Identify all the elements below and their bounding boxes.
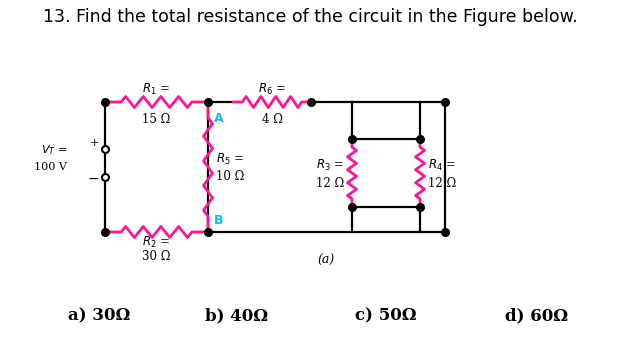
- Text: 100 V: 100 V: [34, 162, 67, 172]
- Text: a) 30Ω: a) 30Ω: [68, 307, 130, 324]
- Text: $R_2$ =: $R_2$ =: [142, 235, 171, 250]
- Text: 4 Ω: 4 Ω: [261, 98, 283, 126]
- Text: $R_4$ =: $R_4$ =: [428, 157, 456, 173]
- Text: 12 Ω: 12 Ω: [315, 176, 344, 189]
- Text: b) 40Ω: b) 40Ω: [205, 307, 268, 324]
- Text: A: A: [214, 112, 224, 125]
- Text: c) 50Ω: c) 50Ω: [355, 307, 417, 324]
- Text: 12 Ω: 12 Ω: [428, 176, 456, 189]
- Text: $V_T$ =: $V_T$ =: [40, 143, 67, 157]
- Text: (a): (a): [318, 254, 335, 267]
- Text: −: −: [88, 172, 99, 186]
- Text: 30 Ω: 30 Ω: [142, 235, 171, 263]
- Text: $R_1$ =: $R_1$ =: [142, 82, 171, 97]
- Text: d) 60Ω: d) 60Ω: [505, 307, 568, 324]
- Text: 13. Find the total resistance of the circuit in the Figure below.: 13. Find the total resistance of the cir…: [43, 8, 578, 26]
- Text: B: B: [214, 214, 224, 227]
- Text: $R_3$ =: $R_3$ =: [316, 157, 344, 173]
- Text: +: +: [89, 138, 99, 148]
- Text: 15 Ω: 15 Ω: [142, 98, 171, 126]
- Text: $R_5$ =: $R_5$ =: [216, 151, 244, 167]
- Text: 10 Ω: 10 Ω: [216, 170, 245, 184]
- Text: $R_6$ =: $R_6$ =: [258, 82, 286, 97]
